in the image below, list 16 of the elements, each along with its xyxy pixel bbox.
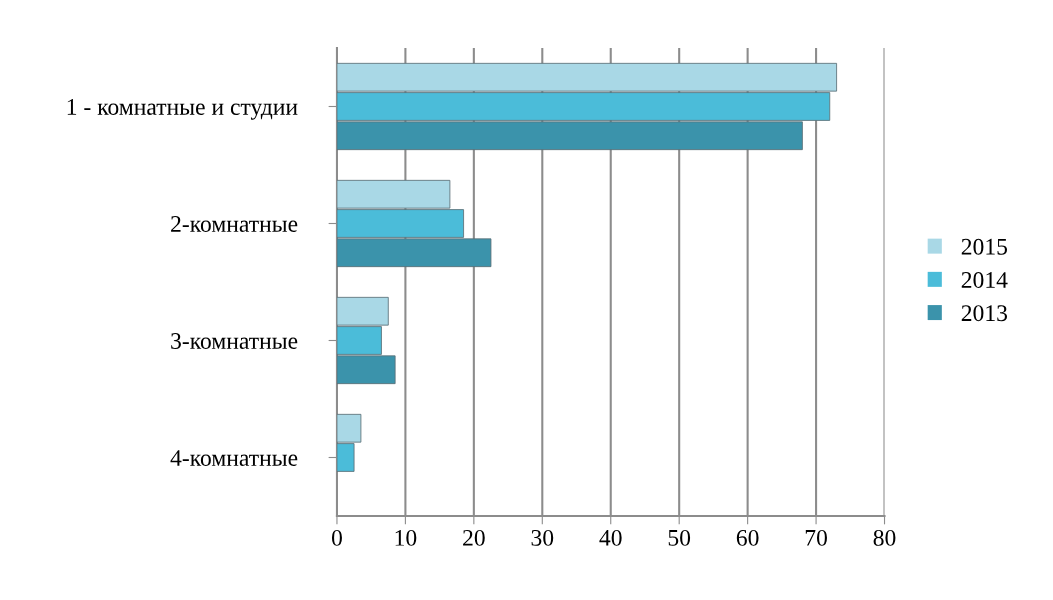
y-tick-label: 2-комнатные (171, 216, 298, 232)
x-tick-label: 10 (395, 529, 417, 546)
x-tick-label: 30 (531, 529, 554, 546)
legend-label: 2015 (961, 238, 1008, 255)
x-tick-label: 40 (599, 529, 622, 546)
x-tick-label: 20 (463, 529, 485, 546)
y-tick-label: 4-комнатные (170, 450, 298, 466)
x-tick-label: 80 (873, 529, 896, 546)
x-tick-label: 0 (331, 529, 342, 546)
x-tick-label: 50 (668, 529, 691, 546)
y-tick-label: 3-комнатные (171, 333, 298, 349)
legend-label: 2013 (961, 305, 1008, 322)
legend-label: 2014 (961, 271, 1008, 288)
y-tick-label: 1 - комнатные и студии (67, 99, 298, 120)
x-tick-label: 60 (736, 529, 759, 546)
x-tick-label: 70 (805, 529, 827, 546)
